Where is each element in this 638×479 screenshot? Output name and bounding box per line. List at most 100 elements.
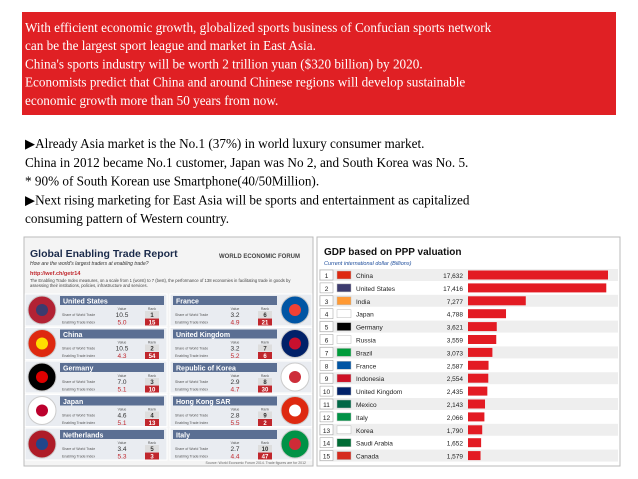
metric-rank: 9 (263, 414, 267, 420)
country-name: Republic of Korea (176, 366, 236, 373)
metric-value: 4.4 (230, 454, 239, 461)
metric-rank: 47 (262, 455, 269, 461)
bar (468, 438, 482, 448)
bar (468, 335, 497, 344)
bar (468, 347, 493, 357)
country-name: France (176, 299, 199, 306)
metric-label: Enabling Trade Index (175, 421, 208, 425)
rank-box (258, 318, 272, 326)
report-url: http://wef.ch/getr14 (30, 271, 81, 277)
flag (336, 322, 352, 331)
report-source: Source: World Economic Forum 2014. Trade… (205, 461, 306, 465)
metric-rank: 3 (150, 455, 154, 461)
gdp-value: 2,066 (447, 415, 464, 422)
country: United Kingdom (356, 389, 402, 396)
rank-box (258, 411, 272, 419)
country-name: United Kingdom (176, 332, 230, 339)
bar (468, 399, 486, 409)
rank-box (145, 352, 159, 359)
gdp-value: 1,652 (447, 441, 464, 448)
metric-value: 3.4 (117, 446, 126, 453)
country: Brazil (356, 350, 373, 357)
bar (468, 322, 497, 332)
flag (336, 348, 352, 357)
gdp-value: 2,587 (447, 363, 464, 370)
rank-box (145, 318, 159, 326)
metric-label: Share of World Trade (175, 380, 208, 384)
metric-value: 3.2 (230, 312, 239, 319)
rank-box (145, 311, 159, 318)
country-band (173, 363, 277, 372)
country-band (60, 329, 164, 339)
metric-label: Enabling Trade Index (62, 354, 95, 358)
country-band (60, 396, 164, 406)
report-subtitle: How are the world's largest traders at e… (30, 261, 149, 267)
metric-label: Share of World Trade (175, 414, 208, 418)
country: United States (356, 286, 396, 293)
rank: 1 (325, 273, 329, 280)
body-line: China in 2012 became No.1 customer, Japa… (25, 155, 468, 170)
rank-box (145, 411, 159, 419)
rank-box (319, 385, 334, 397)
column-header: Value (118, 341, 127, 345)
bar (468, 451, 481, 461)
column-header: Rank (148, 374, 156, 378)
column-header: Rank (148, 408, 156, 412)
gdp-value: 1,579 (447, 454, 464, 461)
metric-rank: 54 (149, 354, 156, 360)
country-band (173, 396, 277, 406)
rank-box (258, 311, 272, 318)
country-band (173, 329, 277, 339)
bar (468, 309, 507, 319)
country: China (356, 273, 373, 280)
flag (336, 361, 352, 370)
country: Russia (356, 338, 376, 345)
rank: 3 (325, 299, 329, 306)
metric-label: Enabling Trade Index (62, 421, 95, 425)
flag-detail (36, 438, 48, 450)
bar (468, 360, 489, 370)
metric-label: Share of World Trade (175, 313, 208, 317)
metric-value: 7.0 (117, 379, 126, 386)
bar (468, 270, 608, 280)
country-band (60, 430, 164, 439)
flag-detail (36, 404, 48, 417)
rank-box (258, 452, 272, 460)
country-name: Netherlands (63, 433, 104, 440)
metric-rank: 8 (263, 380, 267, 386)
country-band (60, 296, 164, 305)
metric-value: 2.9 (230, 379, 239, 386)
metric-label: Enabling Trade Index (62, 321, 95, 325)
rank-box (258, 378, 272, 385)
country: Korea (356, 428, 374, 435)
rank-box (258, 352, 272, 359)
rank-box (145, 419, 159, 426)
country-band (60, 363, 164, 372)
header-line: can be the largest sport league and mark… (25, 38, 316, 53)
flag (336, 425, 352, 435)
metric-value: 2.8 (230, 413, 239, 420)
metric-value: 4.6 (117, 413, 126, 420)
flag (336, 296, 352, 306)
rank: 10 (323, 389, 331, 396)
flag-detail (289, 304, 301, 316)
metric-value: 4.3 (117, 353, 126, 360)
metric-value: 4.7 (230, 387, 239, 394)
flag (336, 270, 352, 280)
rank: 6 (325, 338, 329, 345)
body-line: * 90% of South Korean use Smartphone(40/… (25, 174, 319, 189)
rank-box (145, 385, 159, 393)
bar (468, 386, 488, 396)
metric-rank: 2 (150, 347, 154, 353)
rank-box (319, 450, 334, 461)
rank: 15 (323, 454, 331, 461)
flag (336, 386, 352, 396)
gdp-value: 17,416 (443, 286, 463, 293)
country-band (173, 430, 277, 439)
flag (336, 373, 352, 383)
metric-value: 10.5 (116, 312, 129, 319)
metric-label: Enabling Trade Index (62, 455, 95, 459)
gdp-value: 2,435 (447, 389, 464, 396)
flag (336, 451, 352, 460)
